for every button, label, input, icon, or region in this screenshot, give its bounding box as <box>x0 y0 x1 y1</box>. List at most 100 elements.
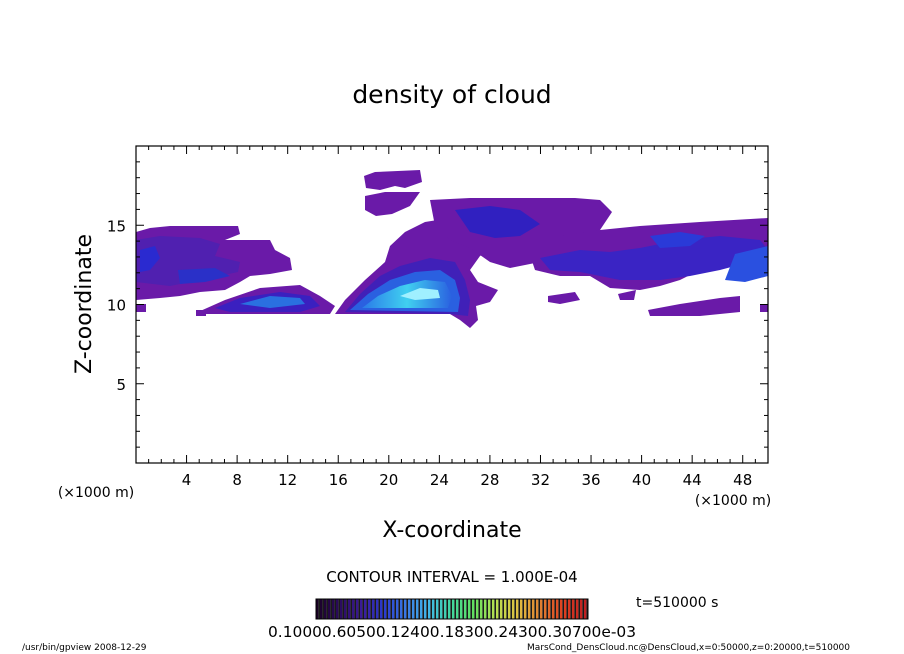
colorbar-stripe <box>356 599 359 619</box>
colorbar-stripe <box>332 599 335 619</box>
colorbar-gap <box>386 599 388 619</box>
chart-title: density of cloud <box>352 80 551 109</box>
colorbar-gap <box>442 599 444 619</box>
footer-left: /usr/bin/gpview 2008-12-29 <box>22 643 147 653</box>
colorbar-stripe <box>476 599 479 619</box>
colorbar-gap <box>358 599 360 619</box>
x-tick-label: 8 <box>232 471 242 489</box>
colorbar-stripe <box>540 599 543 619</box>
colorbar-gap <box>410 599 412 619</box>
colorbar-gap <box>370 599 372 619</box>
colorbar-stripe <box>528 599 531 619</box>
colorbar-stripe <box>508 599 511 619</box>
cloud-field <box>136 170 768 328</box>
colorbar-stripe <box>340 599 343 619</box>
cloud-region-right-edge <box>725 246 768 282</box>
colorbar-gap <box>390 599 392 619</box>
colorbar-gap <box>430 599 432 619</box>
colorbar-gap <box>494 599 496 619</box>
colorbar-stripe <box>472 599 475 619</box>
cloud-region-central-peak <box>400 288 440 300</box>
colorbar-stripe <box>584 599 587 619</box>
colorbar-gap <box>546 599 548 619</box>
colorbar-gap <box>406 599 408 619</box>
colorbar-stripe <box>396 599 399 619</box>
colorbar-gap <box>418 599 420 619</box>
colorbar-gap <box>554 599 556 619</box>
cloud-region-top-cap <box>364 170 422 190</box>
colorbar-stripe <box>488 599 491 619</box>
colorbar-gap <box>570 599 572 619</box>
colorbar-gap <box>510 599 512 619</box>
cloud-region-left-blue <box>140 246 160 272</box>
colorbar-gap <box>394 599 396 619</box>
colorbar-stripe <box>496 599 499 619</box>
x-tick-label: 24 <box>430 471 449 489</box>
colorbar-gap <box>354 599 356 619</box>
colorbar-stripe <box>364 599 367 619</box>
y-unit-label: (×1000 m) <box>58 485 134 501</box>
colorbar-gap <box>350 599 352 619</box>
colorbar-frame <box>315 598 589 620</box>
colorbar-gap <box>378 599 380 619</box>
axis-ticks <box>136 146 768 463</box>
colorbar-stripe <box>432 599 435 619</box>
colorbar-stripe <box>560 599 563 619</box>
x-tick-label: 28 <box>480 471 499 489</box>
colorbar-stripe <box>404 599 407 619</box>
colorbar-stripe <box>428 599 431 619</box>
colorbar-gap <box>362 599 364 619</box>
colorbar-gap <box>498 599 500 619</box>
colorbar-stripe <box>388 599 391 619</box>
colorbar-gap <box>334 599 336 619</box>
colorbar-gap <box>466 599 468 619</box>
colorbar-gap <box>490 599 492 619</box>
colorbar-gap <box>518 599 520 619</box>
x-axis-label: X-coordinate <box>382 518 521 543</box>
colorbar-gap <box>530 599 532 619</box>
colorbar-stripe <box>320 599 323 619</box>
colorbar-stripe <box>568 599 571 619</box>
cloud-region-upper-mid-blue <box>455 206 540 238</box>
colorbar-stripe <box>328 599 331 619</box>
x-tick-labels: 4 8 12 16 20 24 28 32 36 40 44 48 <box>182 471 752 489</box>
colorbar-gap <box>330 599 332 619</box>
colorbar-gap <box>542 599 544 619</box>
colorbar-gap <box>338 599 340 619</box>
colorbar-gap <box>474 599 476 619</box>
colorbar-gap <box>318 599 320 619</box>
colorbar-gap <box>326 599 328 619</box>
colorbar-gap <box>478 599 480 619</box>
colorbar-gap <box>366 599 368 619</box>
colorbar-gap <box>382 599 384 619</box>
cloud-region-top-2 <box>365 192 420 216</box>
cloud-region-right-mid <box>540 236 768 280</box>
x-tick-label: 4 <box>182 471 192 489</box>
colorbar-stripe <box>384 599 387 619</box>
colorbar-gap <box>462 599 464 619</box>
colorbar-stripe <box>448 599 451 619</box>
colorbar-stripe <box>460 599 463 619</box>
colorbar-stripe <box>552 599 555 619</box>
colorbar-stripe <box>456 599 459 619</box>
colorbar-gap <box>486 599 488 619</box>
x-tick-label: 20 <box>379 471 398 489</box>
colorbar-gap <box>534 599 536 619</box>
colorbar-stripe <box>440 599 443 619</box>
x-tick-label: 12 <box>278 471 297 489</box>
colorbar-gap <box>398 599 400 619</box>
colorbar-gap <box>422 599 424 619</box>
cloud-region-lower-right <box>648 296 740 316</box>
x-tick-label: 32 <box>531 471 550 489</box>
x-tick-label: 44 <box>683 471 702 489</box>
colorbar-stripe <box>408 599 411 619</box>
colorbar-stripe <box>532 599 535 619</box>
colorbar-stripe <box>376 599 379 619</box>
colorbar-stripe <box>372 599 375 619</box>
cloud-region-speck-1 <box>136 304 146 312</box>
colorbar-stripe <box>324 599 327 619</box>
colorbar-stripe <box>492 599 495 619</box>
colorbar-stripe <box>436 599 439 619</box>
contour-interval-label: CONTOUR INTERVAL = 1.000E-04 <box>326 568 577 586</box>
colorbar-gap <box>346 599 348 619</box>
